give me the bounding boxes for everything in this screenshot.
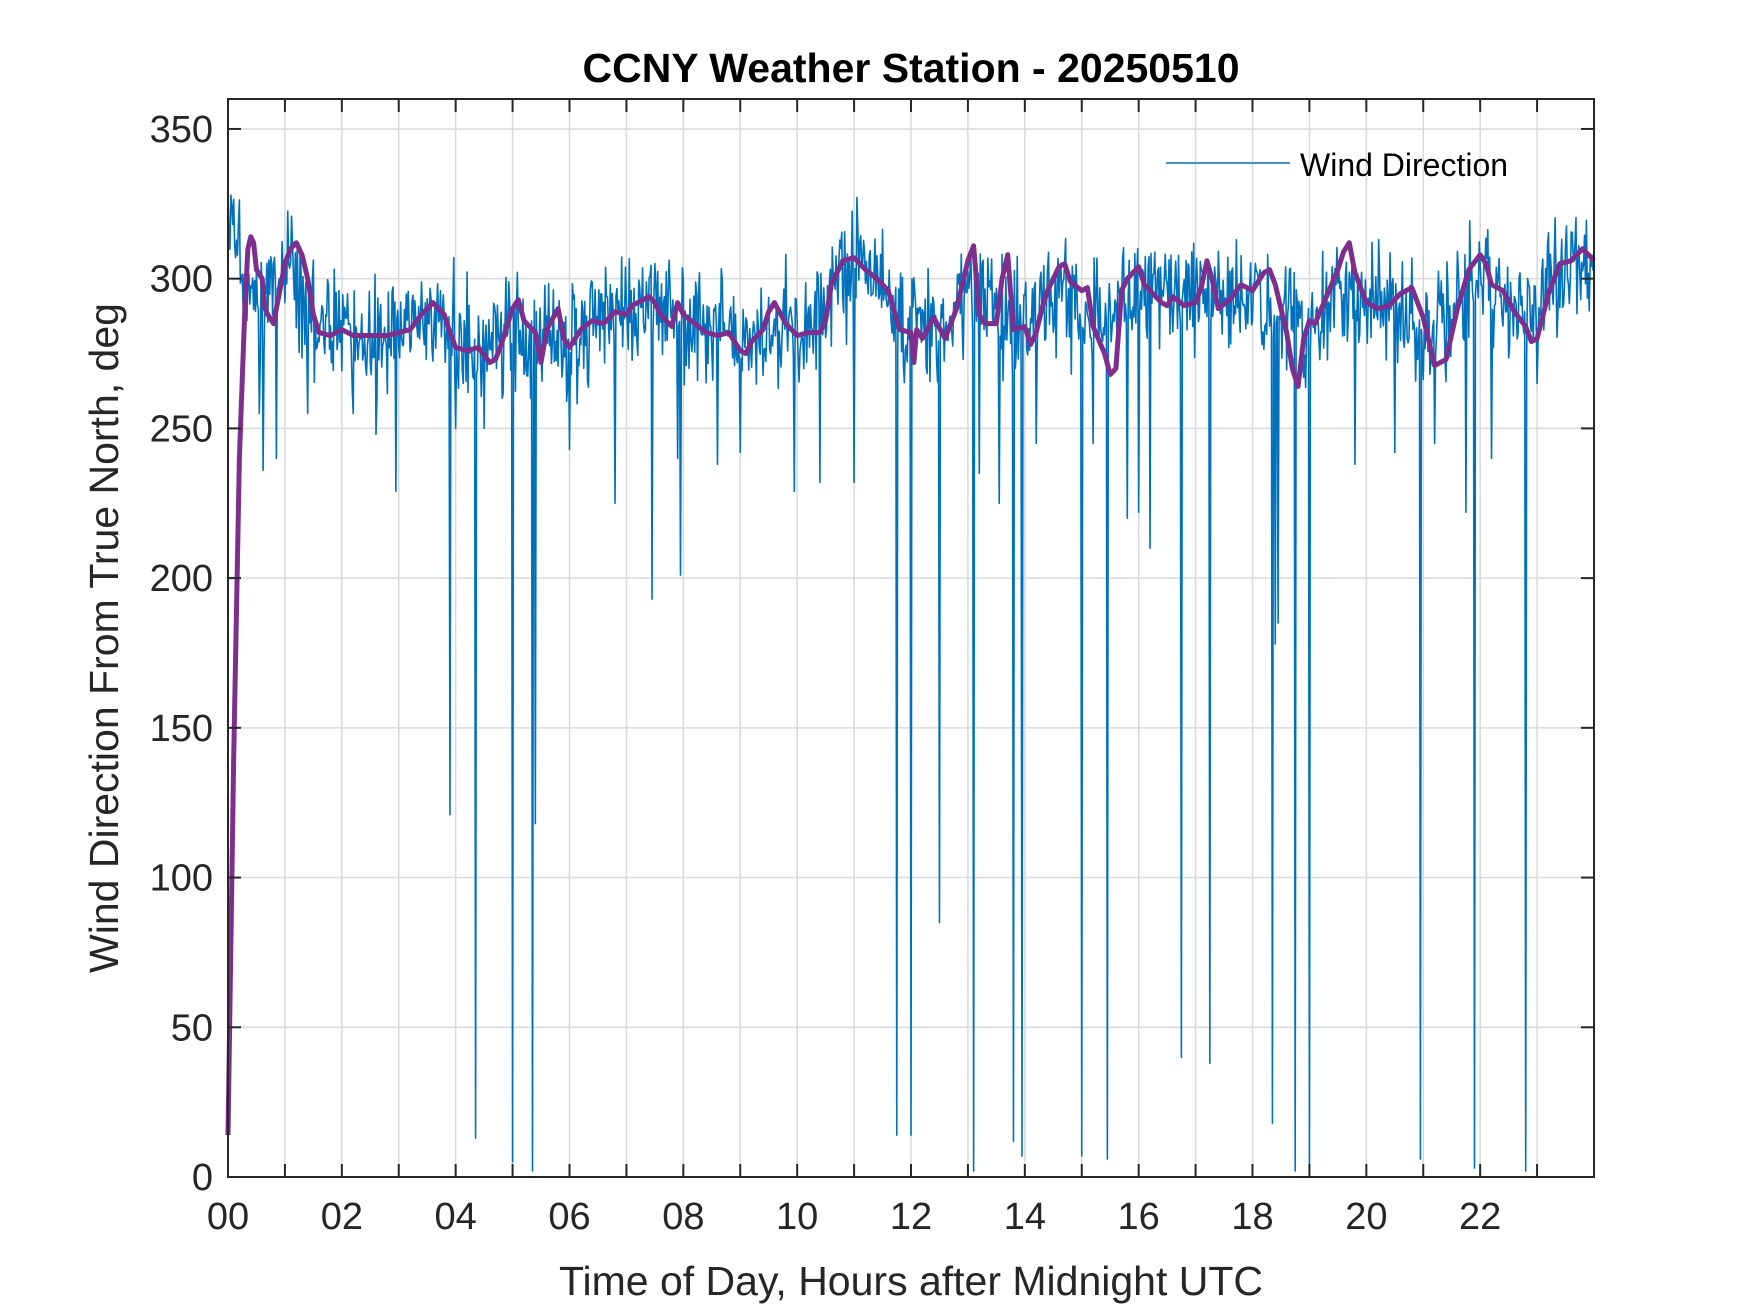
tick-labels: 00 02 04 06 08 10 12 14 16 18 20 22 0 50 100 150 200 250 3…: [150, 109, 1502, 1238]
x-tick-label: 20: [1345, 1196, 1387, 1238]
x-tick-label: 06: [548, 1196, 590, 1238]
x-tick-label: 04: [435, 1196, 477, 1238]
x-tick-label: 14: [1004, 1196, 1046, 1238]
x-tick-label: 18: [1231, 1196, 1273, 1238]
series-line-smoothed-wind-direction: [225, 234, 1596, 1136]
x-axis-label: Time of Day, Hours after Midnight UTC: [559, 1258, 1263, 1304]
chart-title: CCNY Weather Station - 20250510: [582, 45, 1239, 91]
y-tick-label: 150: [150, 708, 213, 750]
series-line-wind-direction: [227, 193, 1594, 1172]
y-tick-label: 100: [150, 858, 213, 900]
legend: Wind Direction: [1166, 147, 1508, 183]
x-tick-label: 12: [890, 1196, 932, 1238]
y-tick-label: 50: [171, 1007, 213, 1049]
x-tick-label: 22: [1459, 1196, 1501, 1238]
x-tick-label: 10: [776, 1196, 818, 1238]
x-tick-label: 08: [662, 1196, 704, 1238]
series-layer: [225, 193, 1596, 1172]
x-tick-label: 16: [1118, 1196, 1160, 1238]
x-tick-label: 02: [321, 1196, 363, 1238]
y-tick-label: 0: [192, 1157, 213, 1199]
y-tick-label: 350: [150, 109, 213, 151]
y-tick-label: 300: [150, 259, 213, 301]
legend-label-wind-direction: Wind Direction: [1300, 147, 1508, 183]
y-axis-label: Wind Direction From True North, deg: [81, 303, 127, 973]
y-tick-label: 250: [150, 408, 213, 450]
axis-ticks: [227, 99, 1595, 1178]
grid-lines: [227, 99, 1595, 1178]
y-tick-label: 200: [150, 558, 213, 600]
x-tick-label: 00: [207, 1196, 249, 1238]
